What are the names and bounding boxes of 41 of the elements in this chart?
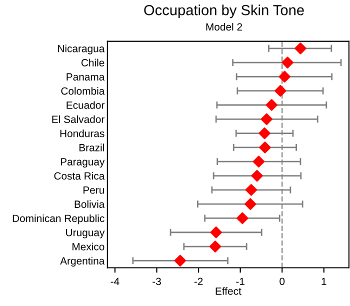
y-tick-label: Chile [81, 58, 104, 66]
point [174, 254, 186, 267]
point [258, 127, 270, 140]
point [252, 156, 265, 168]
y-tick-label: Bolivia [74, 200, 105, 208]
chart-title: Occupation by Skin Tone [144, 4, 304, 18]
y-tick-label: Peru [84, 186, 104, 194]
chart-subtitle: Model 2 [206, 22, 242, 31]
y-tick-label: Honduras [60, 130, 104, 138]
x-tick-label: -2 [194, 278, 203, 286]
point [236, 212, 248, 224]
point [210, 226, 222, 238]
x-tick-label: -1 [236, 278, 244, 286]
point [294, 42, 306, 54]
point [266, 99, 278, 111]
point [244, 198, 256, 210]
y-tick-label: Nicaragua [58, 44, 105, 54]
point [251, 170, 263, 182]
y-tick-label: Paraguay [60, 158, 105, 168]
point [260, 113, 273, 126]
x-tick-label: -4 [110, 278, 120, 286]
x-tick-label: 1 [322, 278, 326, 286]
point [245, 184, 258, 196]
x-tick-label: 0 [280, 278, 285, 286]
y-tick-label: Costa Rica [54, 172, 105, 180]
point [278, 70, 290, 83]
y-tick-label: Dominican Republic [12, 214, 104, 224]
x-tick-label: -3 [152, 278, 161, 286]
y-tick-label: Mexico [72, 242, 104, 250]
point [274, 84, 286, 97]
y-tick-label: Brazil [79, 144, 104, 152]
x-axis-title: Effect [216, 287, 242, 295]
y-tick-label: Ecuador [66, 101, 104, 109]
point [209, 240, 222, 252]
point [259, 142, 271, 154]
y-tick-label: El Salvador [52, 115, 104, 124]
y-tick-label: Colombia [61, 87, 105, 95]
y-tick-label: Uruguay [66, 228, 105, 238]
y-tick-label: Panama [66, 73, 105, 81]
point [282, 56, 294, 68]
y-tick-label: Argentina [60, 256, 105, 267]
